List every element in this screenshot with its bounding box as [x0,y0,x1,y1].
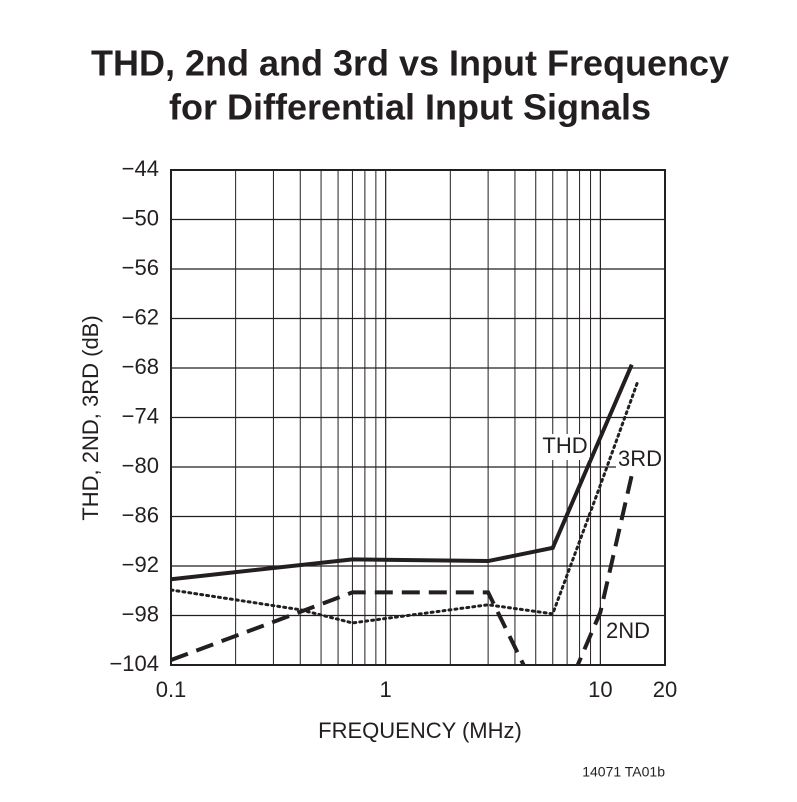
y-tick-label: −86 [122,502,159,527]
series-line [171,363,634,582]
y-tick-label: −104 [109,651,159,676]
footnote: 14071 TA01b [582,764,665,780]
label-bg [541,434,589,460]
y-tick-label: −44 [122,156,159,181]
y-tick-label: −56 [122,255,159,280]
chart-title: for Differential Input Signals [169,87,651,128]
x-axis-label: FREQUENCY (MHz) [318,718,522,743]
series-label: 2ND [606,618,650,643]
series-line [171,378,640,625]
chart-title: THD, 2nd and 3rd vs Input Frequency [91,43,729,84]
series-line [171,474,634,665]
y-tick-label: −74 [122,403,159,428]
y-tick-label: −92 [122,552,159,577]
x-tick-label: 0.1 [156,677,187,702]
y-axis-label: THD, 2ND, 3RD (dB) [78,315,103,520]
label-bg [616,447,664,473]
x-tick-label: 1 [380,677,392,702]
series-label: THD [542,433,587,458]
y-tick-label: −68 [122,354,159,379]
x-tick-label: 10 [588,677,612,702]
y-tick-label: −80 [122,453,159,478]
plot-frame [170,169,666,666]
y-tick-label: −98 [122,601,159,626]
series-label: 3RD [618,446,662,471]
y-tick-label: −50 [122,205,159,230]
y-tick-label: −62 [122,304,159,329]
label-bg [604,619,652,645]
x-tick-label: 20 [653,677,677,702]
